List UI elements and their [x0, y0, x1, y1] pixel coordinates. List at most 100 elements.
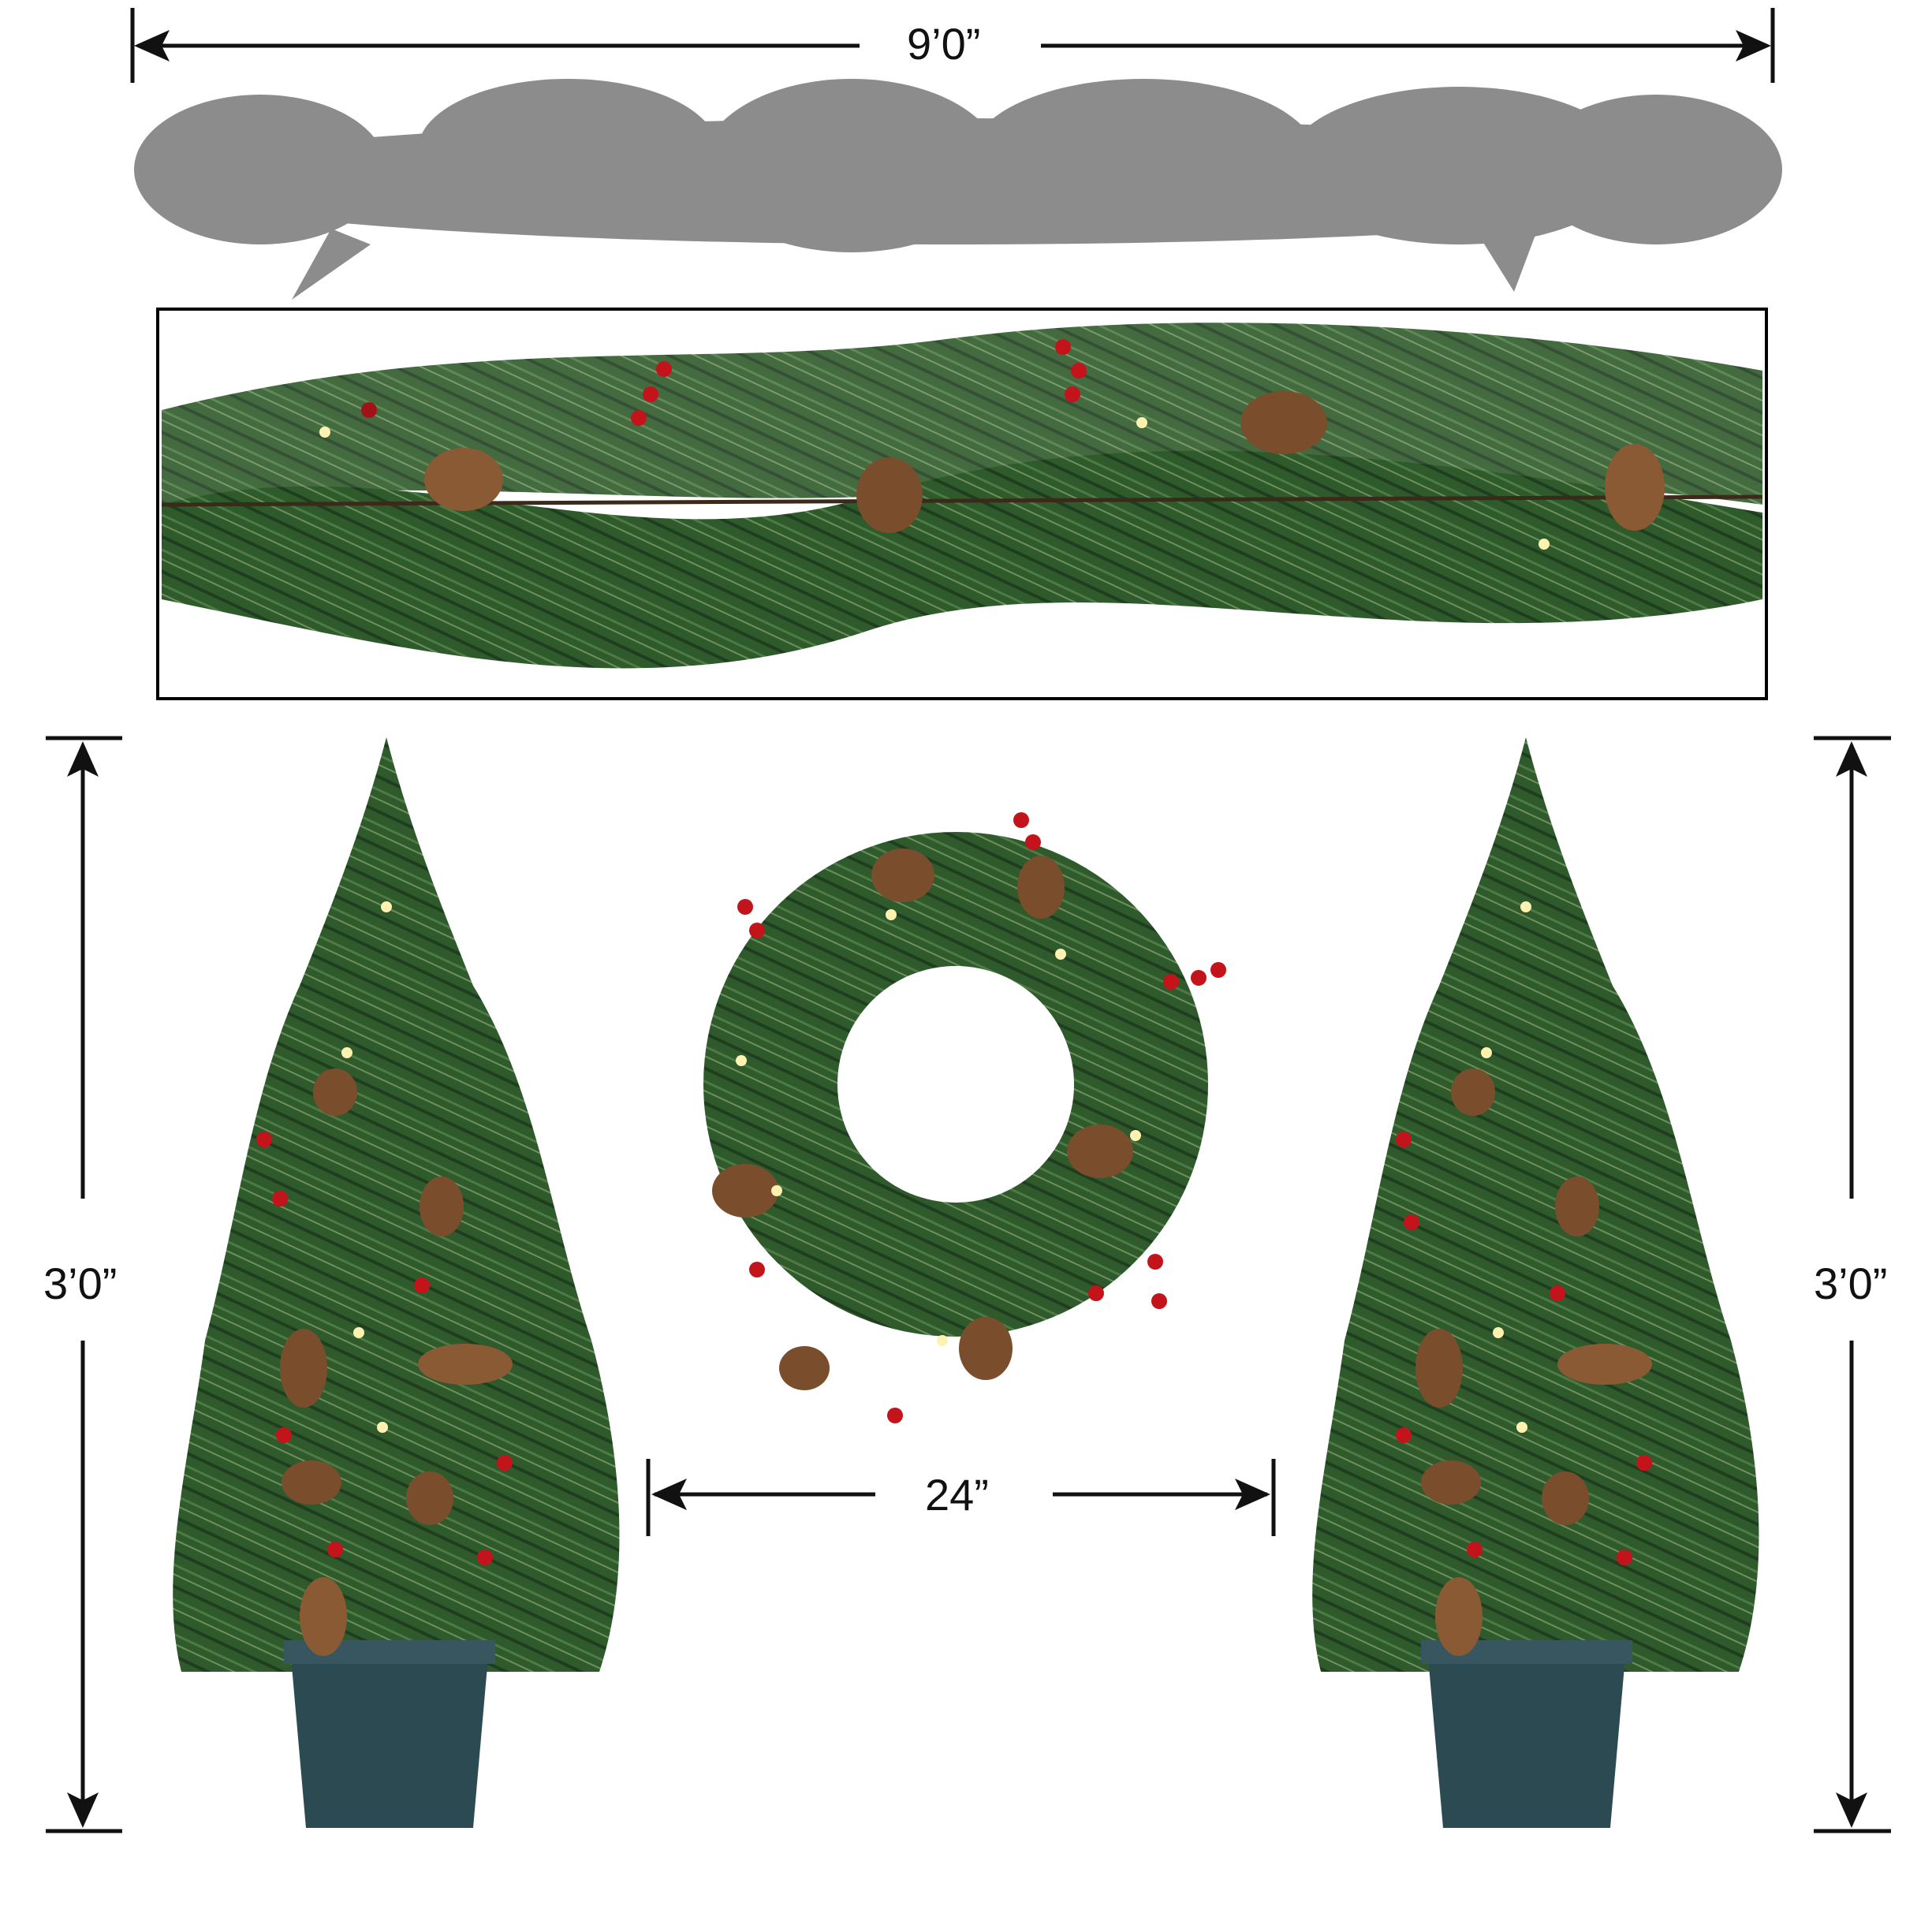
- pot: [290, 1648, 489, 1828]
- pinecone: [1451, 1069, 1495, 1116]
- pinecone: [282, 1460, 341, 1505]
- pinecone: [779, 1346, 830, 1390]
- pinecone: [1557, 1344, 1652, 1385]
- light-bulb: [937, 1335, 948, 1346]
- berry: [887, 1408, 903, 1423]
- berry: [276, 1427, 292, 1443]
- light-bulb: [1516, 1422, 1527, 1433]
- light-bulb: [1130, 1130, 1141, 1141]
- light-bulb: [736, 1055, 747, 1066]
- berry: [1065, 386, 1080, 402]
- berry: [749, 923, 765, 938]
- pinecone: [1605, 444, 1665, 531]
- garland-photo: [156, 308, 1768, 700]
- berry: [1191, 970, 1207, 986]
- light-bulb: [1520, 901, 1531, 912]
- tree-foliage: [173, 737, 620, 1672]
- berry: [1055, 339, 1071, 355]
- pinecone: [1240, 391, 1327, 454]
- berry: [361, 402, 377, 418]
- pinecone: [856, 457, 923, 533]
- light-bulb: [341, 1047, 352, 1058]
- berry: [656, 361, 672, 377]
- light-bulb: [377, 1422, 388, 1433]
- berry: [749, 1262, 765, 1277]
- arrow-right-icon: [1235, 1479, 1270, 1510]
- pinecone: [712, 1164, 778, 1218]
- berry: [477, 1550, 493, 1565]
- berry: [1404, 1214, 1419, 1230]
- berry: [1147, 1254, 1163, 1270]
- berry: [1467, 1542, 1483, 1557]
- berry: [497, 1455, 513, 1471]
- wreath: [703, 812, 1226, 1423]
- pinecone: [313, 1069, 357, 1116]
- berry: [1210, 962, 1226, 978]
- arrow-left-icon: [651, 1479, 687, 1510]
- berry: [256, 1132, 272, 1147]
- pinecone: [959, 1317, 1013, 1380]
- light-bulb: [353, 1327, 364, 1338]
- pinecone: [424, 448, 503, 511]
- pinecone: [1555, 1177, 1599, 1236]
- pinecone: [1435, 1577, 1483, 1656]
- berry: [327, 1542, 343, 1557]
- pinecone: [420, 1177, 464, 1236]
- berry: [1071, 363, 1087, 379]
- pinecone: [1542, 1471, 1589, 1525]
- pinecone: [1415, 1329, 1463, 1408]
- berry: [1396, 1132, 1412, 1147]
- left-potted-tree: [173, 737, 620, 1828]
- right-tree-height-label: 3’0”: [1814, 1259, 1888, 1308]
- tree-foliage: [1312, 737, 1759, 1672]
- garland-length-dimension: [130, 8, 1775, 83]
- berry: [1025, 834, 1041, 850]
- berry: [414, 1277, 430, 1293]
- arrow-left-icon: [134, 30, 170, 62]
- light-bulb: [886, 909, 897, 920]
- berry: [1088, 1285, 1104, 1301]
- pinecone: [418, 1344, 513, 1385]
- berry: [737, 899, 753, 915]
- berry: [1163, 974, 1179, 990]
- pinecone: [871, 849, 934, 902]
- pinecone: [406, 1471, 453, 1525]
- light-bulb: [1493, 1327, 1504, 1338]
- light-bulb: [1136, 417, 1147, 428]
- light-bulb: [1481, 1047, 1492, 1058]
- arrow-up-icon: [1836, 741, 1867, 777]
- berry: [1151, 1293, 1167, 1309]
- left-tree-height-dimension: [46, 736, 122, 1833]
- berry: [1013, 812, 1029, 828]
- berry: [1617, 1550, 1632, 1565]
- garland-length-label: 9’0”: [907, 19, 981, 69]
- light-bulb: [771, 1185, 782, 1196]
- pinecone: [300, 1577, 347, 1656]
- pinecone: [1421, 1460, 1481, 1505]
- pinecone: [280, 1329, 327, 1408]
- pinecone: [1017, 856, 1065, 919]
- light-bulb: [1539, 539, 1550, 550]
- arrow-right-icon: [1736, 30, 1771, 62]
- berry: [1396, 1427, 1412, 1443]
- arrow-up-icon: [67, 741, 99, 777]
- berry: [1636, 1455, 1652, 1471]
- light-bulb: [381, 901, 392, 912]
- left-tree-height-label: 3’0”: [43, 1259, 117, 1308]
- berry: [272, 1191, 288, 1207]
- arrow-down-icon: [67, 1792, 99, 1828]
- light-bulb: [1055, 949, 1066, 960]
- berry: [1550, 1285, 1565, 1301]
- berry: [631, 410, 647, 426]
- right-potted-tree: [1312, 737, 1759, 1828]
- pinecone: [1067, 1125, 1133, 1178]
- wreath-diameter-label: 24”: [925, 1470, 989, 1520]
- arrow-down-icon: [1836, 1792, 1867, 1828]
- garland-body: [162, 450, 1762, 669]
- wreath-diameter-dimension: [646, 1459, 1276, 1536]
- pot: [1427, 1648, 1626, 1828]
- berry: [643, 386, 658, 402]
- light-bulb: [319, 427, 330, 438]
- right-tree-height-dimension: [1814, 736, 1891, 1833]
